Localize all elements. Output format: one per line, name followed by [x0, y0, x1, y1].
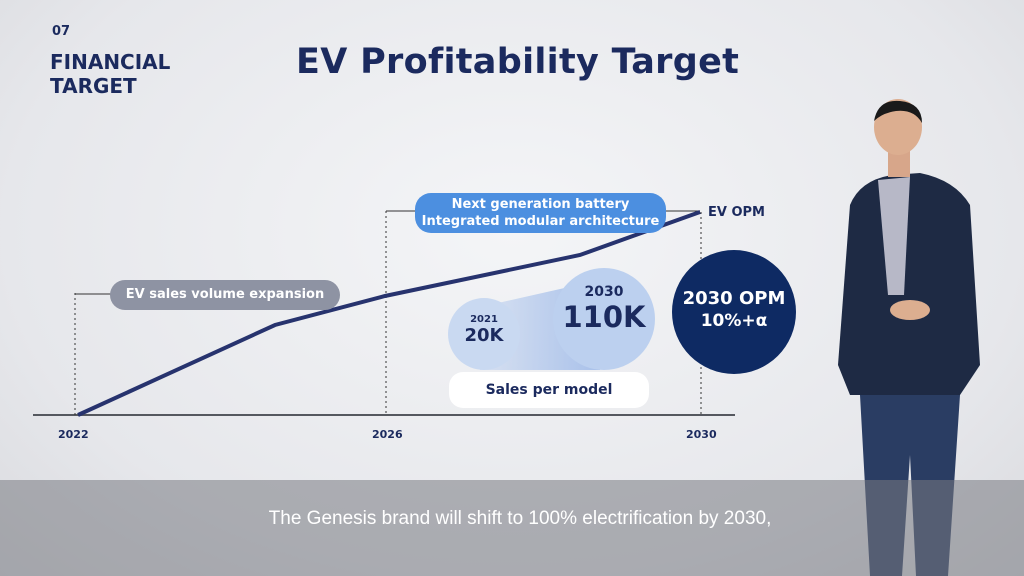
phase2-label: Next generation battery Integrated modul…	[415, 193, 666, 233]
opm-line2: 10%+α	[700, 311, 768, 331]
phase1-label: EV sales volume expansion	[110, 280, 340, 310]
sales-per-model-label: Sales per model	[449, 372, 649, 408]
subtitle-text: The Genesis brand will shift to 100% ele…	[268, 508, 772, 529]
opm-line1: 2030 OPM	[682, 288, 786, 309]
sales-2030-year: 2030	[584, 284, 624, 300]
opm-target-circle: 2030 OPM 10%+α	[672, 250, 796, 374]
ev-opm-line	[77, 210, 701, 417]
sales-2030-value: 110K	[562, 300, 646, 334]
sales-2021-value: 20K	[464, 325, 504, 346]
phase2-line1: Next generation battery	[451, 197, 630, 212]
section-number: 07	[52, 24, 71, 39]
sales-2030-circle: 2030 110K	[553, 268, 655, 370]
phase2-line2: Integrated modular architecture	[421, 214, 660, 229]
ev-opm-label: EV OPM	[708, 205, 765, 220]
slide-title: EV Profitability Target	[296, 42, 740, 82]
sales-2021-year: 2021	[470, 314, 498, 325]
x-label-2022: 2022	[58, 428, 89, 441]
sales-2021-circle: 2021 20K	[448, 298, 520, 370]
subtitle-bar	[0, 480, 1024, 576]
x-label-2026: 2026	[372, 428, 403, 441]
section-title: FINANCIAL TARGET	[50, 50, 171, 98]
x-label-2030: 2030	[686, 428, 717, 441]
